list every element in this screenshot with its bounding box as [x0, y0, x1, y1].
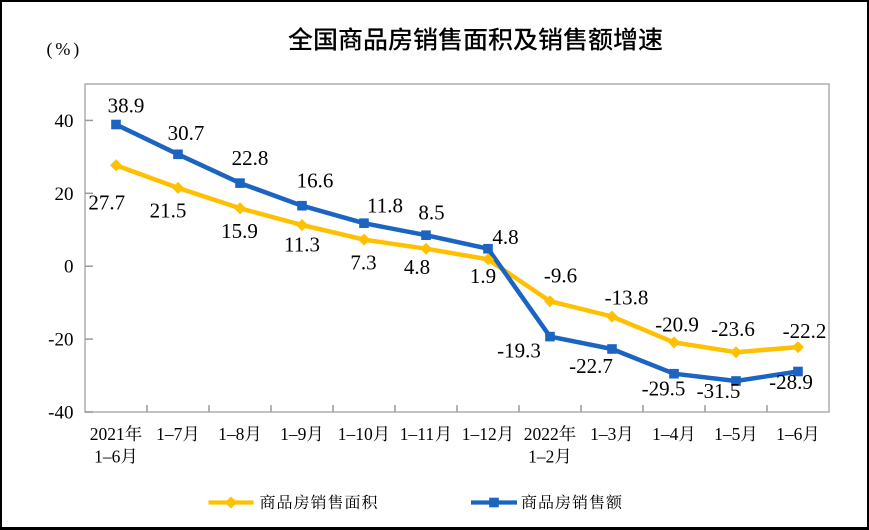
svg-text:15.9: 15.9 [221, 219, 258, 243]
svg-text:21.5: 21.5 [150, 199, 187, 223]
svg-text:-20: -20 [48, 330, 73, 351]
svg-text:8.5: 8.5 [418, 201, 444, 225]
svg-text:1–12: 1–12 [462, 424, 497, 444]
svg-text:(%): (%) [47, 39, 83, 60]
svg-text:-22.7: -22.7 [569, 354, 613, 378]
svg-text:-22.2: -22.2 [783, 319, 827, 343]
svg-text:-23.6: -23.6 [711, 317, 755, 341]
svg-text:1–5: 1–5 [714, 424, 741, 444]
svg-text:0: 0 [64, 257, 74, 278]
svg-text:27.7: 27.7 [88, 191, 125, 215]
svg-text:4.8: 4.8 [492, 225, 518, 249]
svg-text:1–10: 1–10 [338, 424, 373, 444]
svg-text:7.3: 7.3 [350, 251, 376, 275]
svg-text:-31.5: -31.5 [697, 379, 741, 403]
svg-text:20: 20 [55, 184, 74, 205]
svg-text:4.8: 4.8 [404, 255, 430, 279]
svg-text:2022: 2022 [524, 424, 559, 444]
svg-text:1–6: 1–6 [94, 446, 121, 466]
svg-text:1–6: 1–6 [776, 424, 803, 444]
svg-text:11.3: 11.3 [284, 233, 320, 257]
svg-text:16.6: 16.6 [297, 169, 334, 193]
svg-text:2021: 2021 [90, 424, 125, 444]
svg-text:30.7: 30.7 [168, 121, 205, 145]
svg-text:40: 40 [55, 111, 74, 132]
svg-text:38.9: 38.9 [108, 94, 145, 118]
svg-text:-40: -40 [48, 403, 73, 424]
svg-text:1–3: 1–3 [590, 424, 617, 444]
svg-text:1.9: 1.9 [470, 264, 496, 288]
svg-text:-19.3: -19.3 [497, 339, 541, 363]
svg-text:1–11: 1–11 [400, 424, 434, 444]
svg-text:-13.8: -13.8 [605, 286, 649, 310]
svg-text:1–2: 1–2 [528, 446, 554, 466]
svg-text:1–8: 1–8 [218, 424, 245, 444]
svg-text:1–9: 1–9 [280, 424, 307, 444]
svg-text:22.8: 22.8 [232, 146, 269, 170]
svg-text:-9.6: -9.6 [544, 264, 577, 288]
svg-text:-20.9: -20.9 [655, 313, 699, 337]
svg-text:11.8: 11.8 [367, 194, 403, 218]
svg-text:1–7: 1–7 [156, 424, 183, 444]
svg-text:1–4: 1–4 [652, 424, 679, 444]
svg-text:-29.5: -29.5 [642, 377, 686, 401]
svg-text:-28.9: -28.9 [769, 370, 813, 394]
